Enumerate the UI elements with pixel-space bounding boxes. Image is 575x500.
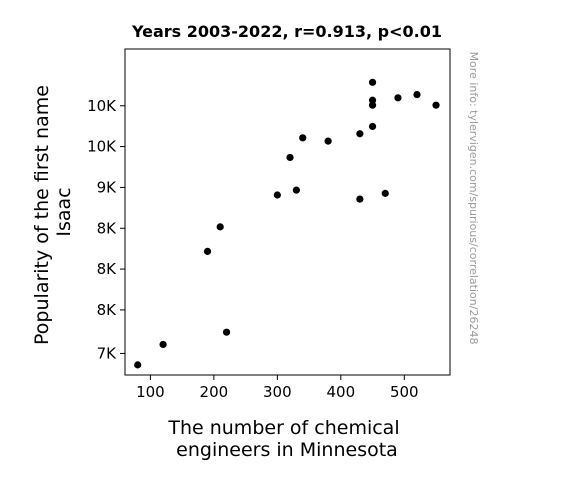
data-point <box>324 137 332 145</box>
y-tick-label: 10K <box>87 97 117 115</box>
data-point <box>286 153 294 162</box>
svg-text:Popularity of the first name: Popularity of the first name Isaac <box>31 79 75 345</box>
y-axis-label-line-1: Popularity of the first name <box>31 85 53 345</box>
y-tick-label: 8K <box>97 219 118 237</box>
data-point <box>394 94 402 102</box>
data-point <box>216 223 224 231</box>
watermark: More info: tylervigen.com/spurious/corre… <box>467 52 480 345</box>
x-axis-label-line-2: engineers in Minnesota <box>176 439 398 461</box>
y-tick-label: 8K <box>97 301 118 319</box>
chart-title: Years 2003-2022, r=0.913, p<0.01 <box>131 22 442 41</box>
data-point <box>381 189 389 197</box>
y-axis: 7K 8K 8K 8K 9K 10K 10K <box>87 97 125 362</box>
data-point <box>413 90 421 99</box>
data-point <box>134 361 142 369</box>
y-axis-label-line-2: Isaac <box>53 187 75 236</box>
x-tick-label: 400 <box>327 383 356 401</box>
data-point <box>159 340 167 349</box>
plot-area <box>124 48 451 376</box>
x-tick-label: 500 <box>390 383 419 401</box>
x-axis: 100 200 300 400 500 <box>136 375 419 401</box>
data-points <box>134 78 440 369</box>
watermark-text: More info: tylervigen.com/spurious/corre… <box>467 52 480 345</box>
x-axis-label: The number of chemical engineers in Minn… <box>167 417 405 461</box>
y-axis-label: Popularity of the first name Isaac <box>31 79 75 345</box>
data-point <box>368 78 377 86</box>
data-point <box>203 247 212 255</box>
y-tick-label: 9K <box>97 178 118 196</box>
data-point <box>432 101 440 109</box>
x-axis-label-line-1: The number of chemical <box>167 417 399 439</box>
data-point <box>356 130 364 138</box>
y-tick-label: 7K <box>97 344 118 362</box>
x-tick-label: 300 <box>263 383 292 401</box>
x-tick-label: 100 <box>136 383 165 401</box>
data-point <box>368 96 377 104</box>
data-point <box>222 328 231 336</box>
data-point <box>273 191 281 199</box>
data-point <box>356 195 364 203</box>
data-point <box>299 134 307 142</box>
data-point <box>368 122 377 131</box>
data-point <box>292 186 300 194</box>
y-tick-label: 8K <box>97 260 118 278</box>
y-tick-label: 10K <box>87 138 117 156</box>
x-tick-label: 200 <box>200 383 229 401</box>
